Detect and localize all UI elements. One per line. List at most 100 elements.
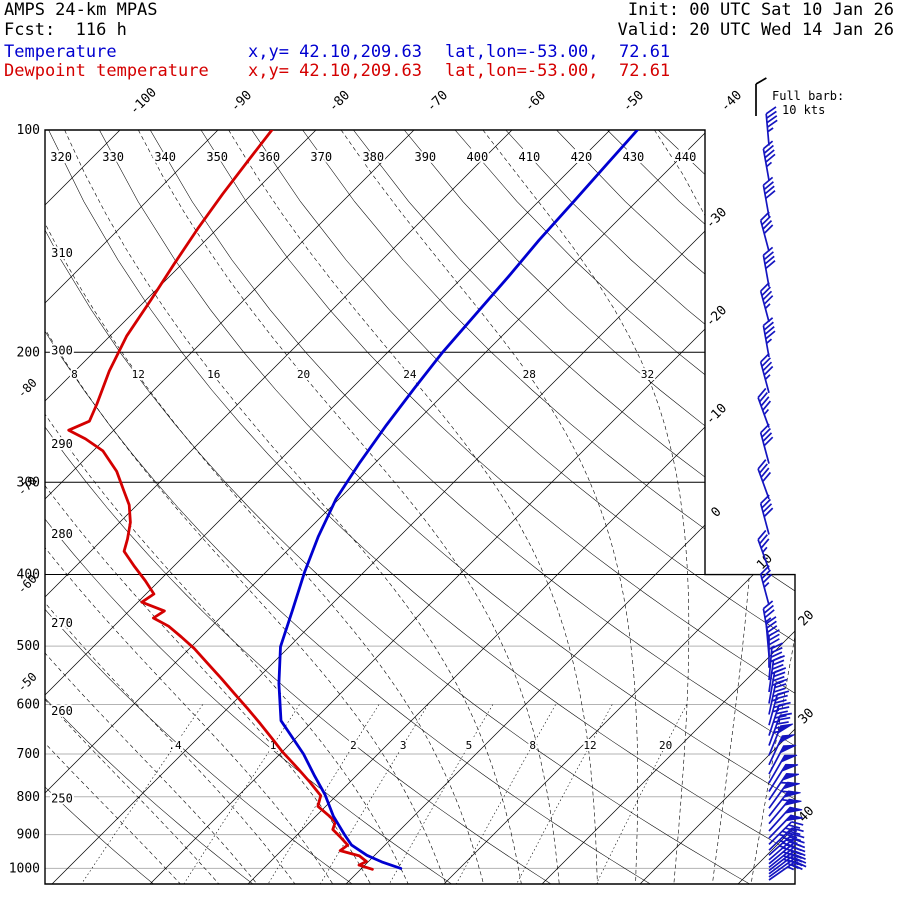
moist-adiabat bbox=[45, 130, 409, 884]
isotherm-label: -10 bbox=[703, 401, 730, 428]
theta-label: 360 bbox=[258, 150, 280, 164]
mixing-ratio-line bbox=[455, 704, 556, 884]
dewpoint-trace bbox=[67, 130, 374, 871]
wind-barb-pennant bbox=[779, 744, 797, 754]
moist-adiabat bbox=[45, 130, 371, 884]
theta-label: 250 bbox=[51, 792, 73, 806]
isotherm bbox=[443, 130, 795, 884]
isotherm bbox=[149, 130, 795, 884]
dry-adiabat bbox=[657, 130, 795, 884]
wind-barb bbox=[759, 494, 774, 535]
theta-label: 420 bbox=[571, 150, 593, 164]
isotherm-label: -50 bbox=[15, 670, 40, 695]
isotherm-label: -50 bbox=[620, 88, 647, 115]
valid-time: Valid: 20 UTC Wed 14 Jan 26 bbox=[617, 20, 894, 40]
temperature-trace bbox=[277, 130, 639, 870]
moist-adiabat bbox=[45, 130, 334, 884]
wind-barb bbox=[768, 712, 792, 746]
wind-barb-pennant bbox=[777, 734, 795, 745]
barb-legend-value: 10 kts bbox=[782, 103, 826, 117]
theta-label: 400 bbox=[467, 150, 489, 164]
isotherm-label: -40 bbox=[718, 88, 745, 115]
mixing-ratio-line bbox=[516, 704, 613, 884]
wind-barb bbox=[757, 459, 772, 500]
wind-barb bbox=[762, 176, 776, 217]
temperature-xy: x,y= 42.10,209.63 bbox=[248, 42, 422, 62]
mixing-ratio-line bbox=[183, 704, 300, 884]
theta-label: 340 bbox=[154, 150, 176, 164]
isotherm-label: -60 bbox=[522, 88, 549, 115]
theta-label: 310 bbox=[51, 246, 73, 260]
mixing-ratio-label: 5 bbox=[466, 739, 473, 752]
moist-adiabat-label: 20 bbox=[297, 368, 310, 381]
dry-adiabat bbox=[45, 130, 651, 884]
isotherm bbox=[51, 130, 795, 884]
dry-adiabat bbox=[45, 130, 750, 884]
dry-adiabat bbox=[45, 130, 353, 884]
wind-barb bbox=[762, 140, 776, 181]
dry-adiabat bbox=[302, 130, 795, 884]
moist-adiabat-label: 8 bbox=[71, 368, 78, 381]
moist-adiabat bbox=[45, 130, 220, 884]
mixing-ratio-label: .4 bbox=[168, 739, 182, 752]
dry-adiabat bbox=[99, 130, 795, 884]
isotherm-label: -70 bbox=[424, 88, 451, 115]
theta-label: 430 bbox=[623, 150, 645, 164]
wind-barb-pennant bbox=[783, 798, 802, 807]
dry-adiabat bbox=[200, 130, 795, 884]
mixing-ratio-label: 20 bbox=[659, 739, 672, 752]
moist-adiabat bbox=[45, 130, 484, 884]
dry-adiabat bbox=[505, 130, 795, 884]
forecast-hour: Fcst: 116 h bbox=[4, 20, 127, 40]
pressure-label: 600 bbox=[17, 698, 40, 713]
mixing-ratio-line bbox=[319, 704, 429, 884]
dry-adiabat bbox=[454, 130, 795, 884]
dewpoint-xy: x,y= 42.10,209.63 bbox=[248, 61, 422, 81]
wind-barb-pennant bbox=[781, 781, 800, 790]
wind-barbs bbox=[755, 77, 807, 881]
wind-barb bbox=[755, 77, 767, 116]
init-time: Init: 00 UTC Sat 10 Jan 26 bbox=[627, 0, 894, 20]
wind-barb bbox=[759, 423, 774, 464]
isotherm bbox=[45, 130, 317, 884]
isotherm-label: -100 bbox=[127, 85, 160, 118]
theta-label: 370 bbox=[310, 150, 332, 164]
wind-barb bbox=[759, 211, 774, 252]
wind-barb bbox=[759, 565, 773, 606]
isotherm bbox=[45, 130, 415, 884]
wind-barb bbox=[768, 701, 791, 736]
pressure-label: 500 bbox=[17, 639, 40, 654]
moist-adiabat bbox=[482, 130, 690, 884]
wind-barb bbox=[762, 317, 776, 358]
isotherm bbox=[45, 130, 121, 884]
dry-adiabat bbox=[48, 130, 795, 884]
wind-barb-pennant bbox=[776, 723, 794, 735]
wind-barb bbox=[759, 281, 774, 323]
isotherm bbox=[45, 130, 611, 884]
mixing-ratio-label: 12 bbox=[583, 739, 596, 752]
wind-barb bbox=[765, 616, 778, 656]
pressure-label: 1000 bbox=[9, 861, 40, 876]
dry-adiabat bbox=[353, 130, 795, 884]
moist-adiabat bbox=[64, 130, 522, 884]
theta-label: 330 bbox=[102, 150, 124, 164]
theta-label: 260 bbox=[51, 704, 73, 718]
theta-label: 380 bbox=[362, 150, 384, 164]
wind-barb-pennant bbox=[781, 772, 800, 782]
isotherm-label: 30 bbox=[796, 706, 818, 728]
isotherm-label: -80 bbox=[326, 88, 353, 115]
pressure-label: 100 bbox=[17, 123, 40, 138]
mixing-ratio-label: 3 bbox=[400, 739, 407, 752]
wind-barb bbox=[757, 529, 770, 570]
dry-adiabat bbox=[403, 130, 795, 884]
model-title: AMPS 24-km MPAS bbox=[4, 0, 158, 20]
pressure-label: 200 bbox=[17, 345, 40, 360]
mixing-ratio-line bbox=[81, 704, 203, 884]
moist-adiabat bbox=[138, 130, 560, 884]
theta-label: 280 bbox=[51, 527, 73, 541]
wind-barb bbox=[762, 246, 776, 287]
wind-barb bbox=[768, 860, 807, 881]
temperature-legend: Temperature bbox=[4, 42, 117, 62]
theta-label: 270 bbox=[51, 616, 73, 630]
